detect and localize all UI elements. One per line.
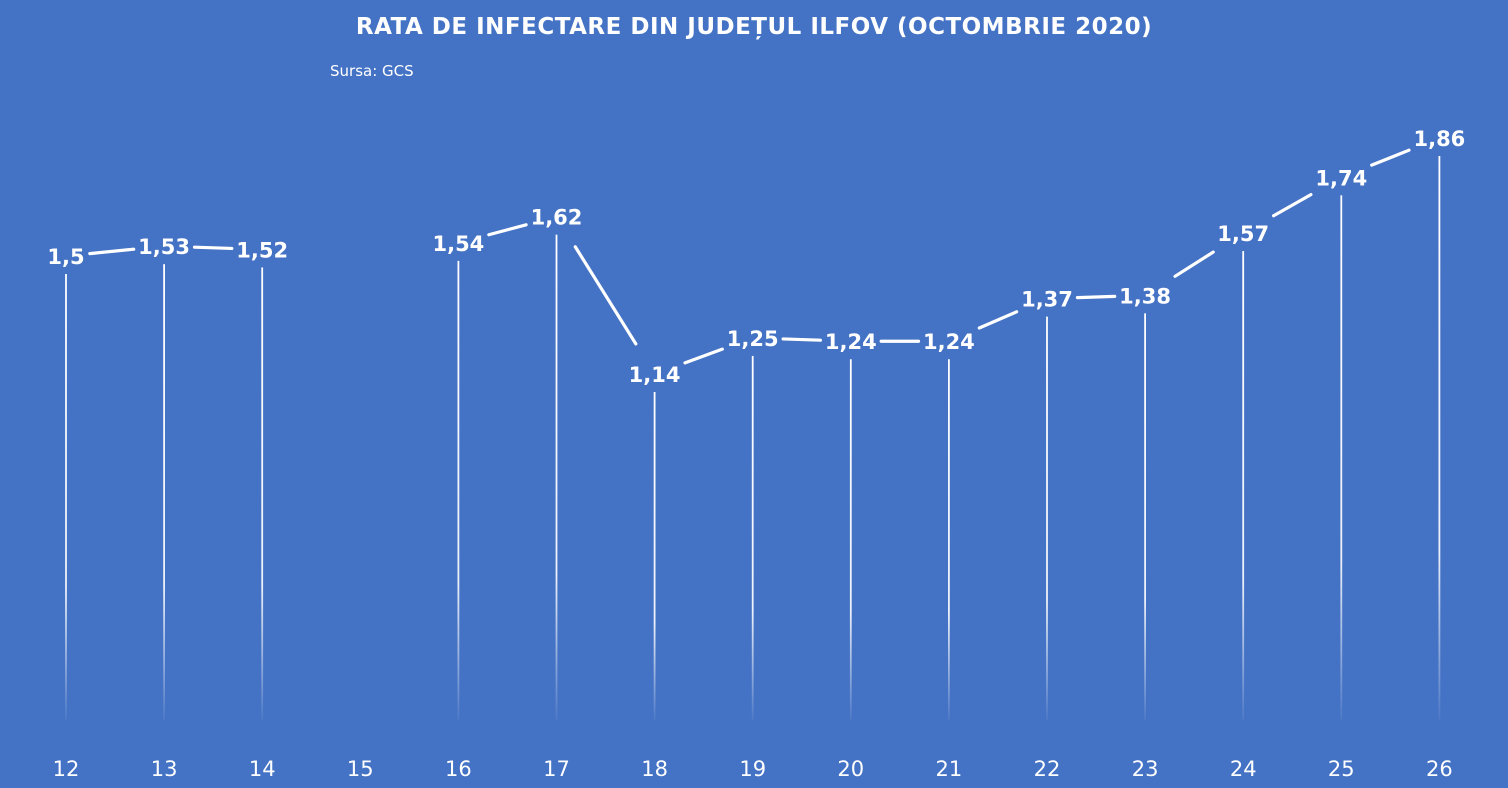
series-segment-24-25 — [1271, 193, 1313, 218]
x-tick-label-21: 21 — [936, 757, 963, 781]
chart-title: RATA DE INFECTARE DIN JUDEȚUL ILFOV (OCT… — [355, 14, 1153, 40]
series-segment-19-20 — [781, 337, 823, 342]
data-label-12: 1,5 — [47, 245, 84, 269]
data-label-21: 1,24 — [923, 330, 975, 354]
x-tick-label-22: 22 — [1034, 757, 1061, 781]
data-label-14: 1,52 — [236, 238, 288, 262]
data-label-16: 1,54 — [432, 232, 484, 256]
drop-line-24 — [1242, 251, 1245, 721]
drop-line-18 — [653, 392, 656, 720]
data-label-13: 1,53 — [138, 235, 190, 259]
drop-line-22 — [1046, 316, 1048, 720]
x-tick-label-16: 16 — [445, 757, 472, 781]
series-segment-17-18 — [573, 245, 638, 346]
drop-line-14 — [261, 267, 264, 720]
data-label-26: 1,86 — [1413, 127, 1465, 151]
data-label-24: 1,57 — [1217, 222, 1269, 246]
x-tick-label-25: 25 — [1328, 757, 1355, 781]
data-label-22: 1,37 — [1021, 288, 1073, 312]
data-label-17: 1,62 — [531, 206, 583, 230]
data-label-18: 1,14 — [629, 363, 681, 387]
x-tick-label-19: 19 — [739, 757, 766, 781]
series-segment-16-17 — [487, 223, 528, 237]
data-label-25: 1,74 — [1315, 166, 1367, 190]
x-tick-label-15: 15 — [347, 757, 374, 781]
data-labels: 1,5 1,53 1,52 1,54 1,62 1,14 1,25 1,24 1,24 1,37 1… — [47, 127, 1465, 387]
data-label-20: 1,24 — [825, 330, 877, 354]
series-segment-18-19 — [683, 347, 724, 365]
series-segment-13-14 — [192, 245, 234, 251]
drop-line-25 — [1340, 195, 1343, 721]
x-axis-ticks: 12 13 14 15 16 17 18 19 20 21 22 23 24 25 26 — [53, 757, 1453, 781]
x-tick-label-24: 24 — [1230, 757, 1257, 781]
chart-subtitle: Sursa: GCS — [330, 62, 414, 80]
series-segment-25-26 — [1370, 148, 1411, 167]
drop-line-26 — [1438, 156, 1441, 720]
drop-line-20 — [849, 359, 852, 720]
x-tick-label-13: 13 — [151, 757, 178, 781]
drop-line-13 — [163, 264, 165, 720]
drop-line-23 — [1144, 313, 1146, 720]
series-segment-22-23 — [1075, 294, 1117, 300]
drop-line-16 — [457, 260, 460, 720]
drop-line-17 — [555, 234, 558, 720]
drop-line-21 — [948, 359, 950, 720]
data-label-19: 1,25 — [727, 327, 779, 351]
series-segment-12-13 — [88, 247, 136, 256]
series-segment-21-22 — [977, 310, 1019, 330]
x-tick-label-23: 23 — [1132, 757, 1159, 781]
series-segment-23-24 — [1173, 250, 1215, 278]
drop-lines — [65, 156, 1441, 721]
x-tick-label-14: 14 — [249, 757, 276, 781]
data-label-23: 1,38 — [1119, 284, 1171, 308]
x-tick-label-26: 26 — [1426, 757, 1453, 781]
series-line — [88, 148, 1411, 365]
x-tick-label-17: 17 — [543, 757, 570, 781]
drop-line-12 — [65, 274, 67, 720]
x-tick-label-20: 20 — [837, 757, 864, 781]
x-tick-label-12: 12 — [53, 757, 80, 781]
x-tick-label-18: 18 — [641, 757, 668, 781]
drop-line-19 — [751, 355, 754, 720]
